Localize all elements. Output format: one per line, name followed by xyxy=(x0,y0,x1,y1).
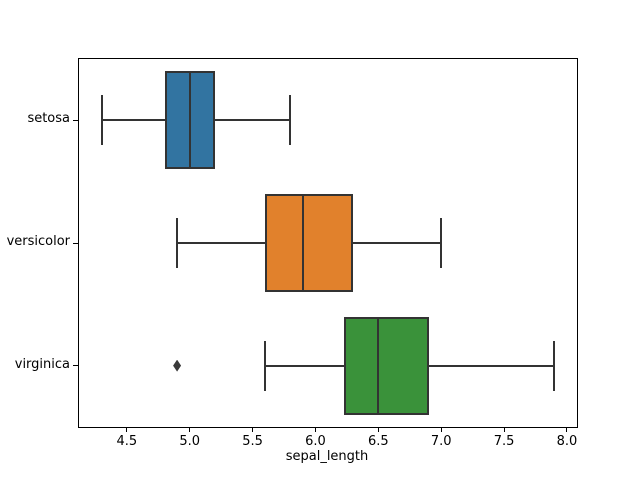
whisker-high-line xyxy=(353,242,442,244)
median-line-versicolor xyxy=(301,196,304,290)
median-line-setosa xyxy=(188,73,191,168)
whisker-high-cap xyxy=(440,218,443,268)
whisker-high-cap xyxy=(553,340,556,391)
y-tick-mark xyxy=(73,365,78,367)
whisker-low-cap xyxy=(100,95,103,146)
whisker-low-cap xyxy=(176,218,179,268)
y-tick-label-virginica: virginica xyxy=(14,356,70,372)
x-tick-mark xyxy=(252,427,254,432)
x-tick-label: 5.5 xyxy=(242,434,263,449)
plot-area: 4.5 5.0 5.5 6.0 6.5 7.0 7.5 8.0 xyxy=(73,58,578,449)
x-tick-label: 5.0 xyxy=(179,434,200,449)
x-tick-label: 6.0 xyxy=(305,434,326,449)
whisker-low-cap xyxy=(264,340,267,391)
x-tick-mark xyxy=(440,427,442,432)
x-tick-label: 8.0 xyxy=(556,434,578,449)
x-tick-label: 7.0 xyxy=(430,434,452,449)
whisker-low-line xyxy=(177,242,266,244)
x-tick-label: 7.5 xyxy=(493,434,515,449)
whisker-high-line xyxy=(214,119,291,122)
outlier-marker xyxy=(173,359,182,372)
y-tick-label-setosa: setosa xyxy=(27,111,70,127)
x-tick-mark xyxy=(503,427,505,432)
whisker-high-cap xyxy=(289,95,292,146)
x-axis-label: sepal_length xyxy=(285,449,369,464)
box-versicolor xyxy=(265,194,354,292)
x-tick-mark xyxy=(189,427,191,432)
x-tick-label: 6.5 xyxy=(367,434,389,449)
whisker-high-line xyxy=(428,364,555,367)
x-tick-label: 4.5 xyxy=(116,434,138,449)
whisker-low-line xyxy=(265,364,344,367)
y-tick-mark xyxy=(73,119,78,121)
x-tick-mark xyxy=(314,427,316,432)
whisker-low-line xyxy=(101,119,165,122)
y-tick-mark xyxy=(73,242,78,244)
median-line-virginica xyxy=(377,318,380,413)
x-tick-mark xyxy=(566,427,568,432)
y-tick-label-versicolor: versicolor xyxy=(6,234,70,249)
box-virginica xyxy=(343,316,429,415)
x-tick-mark xyxy=(377,427,379,432)
x-tick-mark xyxy=(126,427,128,432)
